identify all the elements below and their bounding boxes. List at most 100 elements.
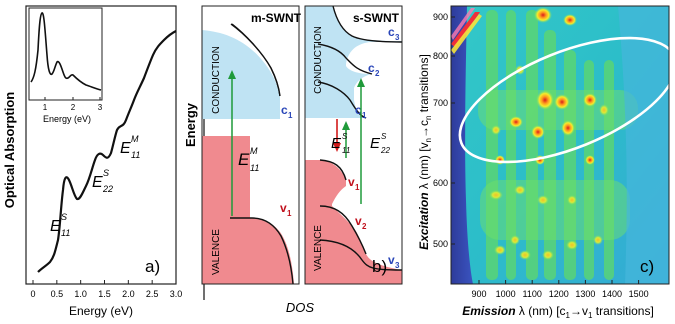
inset-xtick: 2 — [71, 103, 76, 112]
pl-spots — [489, 7, 609, 260]
svg-text:2: 2 — [362, 222, 367, 231]
pl-spot — [494, 245, 506, 255]
svg-text:c: c — [388, 25, 395, 39]
panel-a-xlabel: Energy (eV) — [69, 304, 133, 318]
panel-c-ytick: 800 — [433, 51, 448, 61]
panel-a-label: a) — [145, 257, 160, 276]
pl-spot — [537, 195, 549, 205]
panel-a-xtick: 1.0 — [74, 289, 87, 299]
panel-c-xtick: 1200 — [549, 289, 569, 299]
pl-spot — [567, 195, 577, 205]
m-swnt-v1: v 1 — [280, 201, 292, 218]
panel-a-xtick: 0.5 — [51, 289, 64, 299]
panel-c-xtick: 1300 — [575, 289, 595, 299]
pl-spot — [489, 190, 503, 200]
panel-c-xtick: 1100 — [523, 289, 542, 299]
s-swnt-diagram: s-SWNT CONDUCTION VALENCE c 1 c 2 c 3 v … — [304, 5, 403, 285]
peak-label-e22s: E S 22 — [92, 168, 113, 194]
pl-spot — [585, 155, 595, 165]
inset-spectrum — [30, 12, 102, 91]
pl-spot — [491, 125, 501, 135]
svg-text:c: c — [281, 103, 288, 117]
svg-text:v: v — [355, 214, 362, 228]
panel-a: Optical Absorption 0 0.5 1.0 1.5 2.0 2.5 3.0 E… — [2, 5, 182, 318]
m-swnt-title: m-SWNT — [251, 11, 302, 25]
panel-c-axes — [450, 5, 670, 285]
svg-text:11: 11 — [342, 146, 350, 155]
svg-text:M: M — [131, 134, 139, 144]
panel-c-ylabel: Excitation λ (nm) [vn→cn transitions] — [417, 54, 433, 250]
m-swnt-c1: c 1 — [281, 103, 293, 120]
panel-c-xticks: 900 1000 1100 1200 1300 1400 1500 — [471, 280, 649, 299]
pl-spot — [519, 250, 531, 260]
panel-a-xticks: 0 0.5 1.0 1.5 2.0 2.5 3.0 — [30, 280, 182, 299]
svg-text:2: 2 — [375, 69, 380, 78]
s-swnt-e11-label: E S 11 — [331, 132, 350, 155]
panel-a-xtick: 2.0 — [122, 289, 135, 299]
svg-text:11: 11 — [131, 150, 140, 160]
panel-c-xlabel: Emission λ (nm) [c1→v1 transitions] — [462, 304, 654, 320]
s-swnt-v2: v 2 — [355, 214, 367, 231]
peak-label-e11s: E S 11 — [50, 212, 70, 238]
pl-spot — [566, 240, 578, 250]
svg-text:S: S — [103, 168, 109, 178]
m-swnt-valence-label: VALENCE — [211, 229, 222, 275]
inset-xtick: 3 — [98, 103, 103, 112]
inset-xticks: 1 2 3 — [43, 97, 103, 112]
svg-text:1: 1 — [288, 111, 293, 120]
svg-text:E: E — [238, 150, 250, 169]
svg-text:E: E — [50, 218, 61, 235]
panel-c-label: c) — [640, 257, 654, 276]
svg-text:11: 11 — [250, 163, 259, 173]
m-swnt-diagram: m-SWNT CONDUCTION VALENCE c 1 v 1 E M 11 — [201, 5, 302, 285]
s-swnt-conduction-label: CONDUCTION — [313, 26, 324, 94]
svg-text:3: 3 — [395, 33, 400, 42]
peak-label-e11m: E M 11 — [120, 134, 140, 160]
absorption-spectrum — [37, 30, 177, 273]
panel-c-ytick: 700 — [433, 98, 448, 108]
panel-c-yticks: 500 600 700 800 900 — [433, 12, 455, 249]
svg-text:M: M — [250, 146, 258, 156]
svg-text:E: E — [92, 174, 103, 191]
panel-a-xtick: 0 — [30, 289, 35, 299]
pl-spot — [510, 235, 520, 245]
s-swnt-c3: c 3 — [388, 25, 400, 42]
svg-text:E: E — [120, 140, 131, 157]
pl-spot — [563, 14, 577, 26]
panel-c-xtick: 1000 — [496, 289, 516, 299]
s-swnt-valence-label: VALENCE — [313, 225, 324, 271]
svg-text:E: E — [370, 135, 381, 152]
svg-text:1: 1 — [287, 209, 292, 218]
svg-text:E: E — [331, 135, 342, 152]
panel-c-xtick: 900 — [471, 289, 486, 299]
pl-spot — [593, 235, 603, 245]
pl-spot — [514, 185, 526, 195]
svg-text:1: 1 — [362, 111, 367, 120]
pl-spot — [583, 93, 597, 107]
panel-a-xtick: 3.0 — [170, 289, 183, 299]
panel-c-ytick: 600 — [433, 178, 448, 188]
svg-text:22: 22 — [102, 184, 113, 194]
svg-text:c: c — [355, 103, 362, 117]
inset-xtick: 1 — [43, 103, 48, 112]
svg-text:S: S — [342, 132, 348, 141]
svg-text:11: 11 — [61, 228, 70, 238]
svg-text:c: c — [368, 61, 375, 75]
pl-spot — [531, 125, 545, 139]
panel-b: Energy m-SWNT CONDUCTION VALENCE — [183, 5, 403, 315]
pl-spot — [554, 94, 570, 110]
panel-c-ytick: 500 — [433, 239, 448, 249]
panel-b-label: b) — [372, 257, 387, 276]
pl-map — [451, 6, 669, 284]
panel-a-axes — [25, 5, 177, 285]
panel-c-xtick: 1500 — [629, 289, 649, 299]
panel-a-xtick: 1.5 — [98, 289, 111, 299]
inset-axes — [28, 7, 103, 101]
svg-text:S: S — [381, 132, 387, 141]
s-swnt-v1: v 1 — [348, 175, 360, 192]
pl-spot — [599, 104, 609, 116]
panel-a-xtick: 2.5 — [146, 289, 159, 299]
s-swnt-c1: c 1 — [355, 103, 367, 120]
svg-text:3: 3 — [395, 261, 400, 270]
s-swnt-e22-label: E S 22 — [370, 132, 390, 155]
